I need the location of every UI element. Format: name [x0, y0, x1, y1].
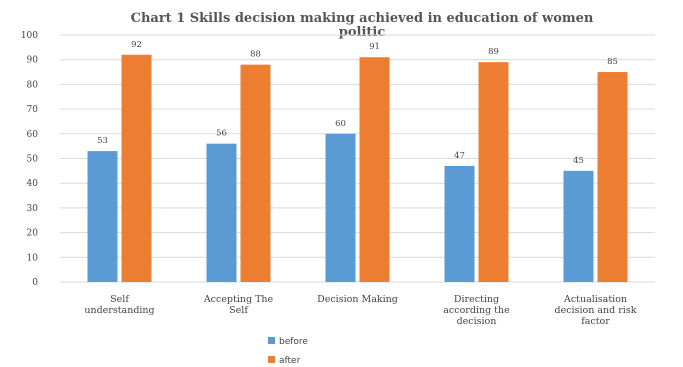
data-label-before: 45: [573, 156, 584, 166]
category-label: factor: [581, 316, 610, 327]
y-tick-label: 40: [27, 179, 39, 189]
category-label: Directing: [454, 294, 499, 305]
y-tick-label: 80: [27, 80, 39, 90]
legend-label-before: before: [279, 337, 308, 347]
data-label-after: 92: [131, 40, 142, 50]
y-tick-label: 100: [21, 31, 38, 41]
bar-after: [359, 57, 390, 283]
legend-label-after: after: [279, 356, 301, 366]
data-labels: 53 92 56 88 60 91 47 89 45 85: [97, 40, 618, 166]
bar-after: [121, 54, 152, 283]
data-label-before: 60: [335, 119, 346, 129]
category-label: Decision Making: [317, 294, 398, 305]
category-label: understanding: [84, 305, 154, 316]
y-tick-label: 70: [27, 105, 39, 115]
category-label: Self: [110, 294, 130, 305]
chart-title-line: Chart 1 Skills decision making achieved …: [131, 11, 594, 26]
data-label-after: 91: [369, 42, 380, 52]
y-tick-label: 0: [32, 278, 38, 288]
data-label-after: 88: [250, 50, 261, 60]
y-axis-ticks: 0 10 20 30 40 50 60 70 80 90 100: [21, 31, 38, 288]
gridlines: [60, 34, 655, 283]
category-label: according the: [443, 305, 510, 316]
category-label: decision and risk: [555, 305, 637, 316]
bar-before: [87, 151, 118, 282]
chart-title-line: politic: [339, 25, 386, 40]
bar-before: [206, 143, 237, 282]
bar-before: [444, 165, 475, 282]
bar-before: [563, 170, 594, 282]
y-tick-label: 30: [27, 204, 39, 214]
y-tick-label: 90: [27, 56, 39, 66]
data-label-before: 53: [97, 136, 108, 146]
category-label: Accepting The: [203, 294, 274, 305]
category-label: Actualisation: [563, 294, 627, 305]
chart-title: Chart 1 Skills decision making achieved …: [131, 11, 594, 40]
bar-after: [597, 72, 628, 282]
bars: [87, 54, 628, 283]
data-label-before: 56: [216, 129, 227, 139]
y-tick-label: 10: [27, 253, 39, 263]
category-label: decision: [457, 316, 497, 327]
category-label: Self: [229, 305, 249, 316]
legend-swatch-before: [268, 337, 275, 344]
y-tick-label: 60: [27, 130, 39, 140]
y-tick-label: 20: [27, 229, 39, 239]
bar-after: [478, 62, 509, 282]
data-label-after: 85: [607, 57, 618, 67]
bar-after: [240, 64, 271, 282]
legend-swatch-after: [268, 356, 275, 363]
y-tick-label: 50: [27, 155, 39, 165]
data-label-after: 89: [488, 47, 499, 57]
legend: before after: [268, 337, 308, 366]
bar-before: [325, 133, 356, 282]
data-label-before: 47: [454, 151, 465, 161]
